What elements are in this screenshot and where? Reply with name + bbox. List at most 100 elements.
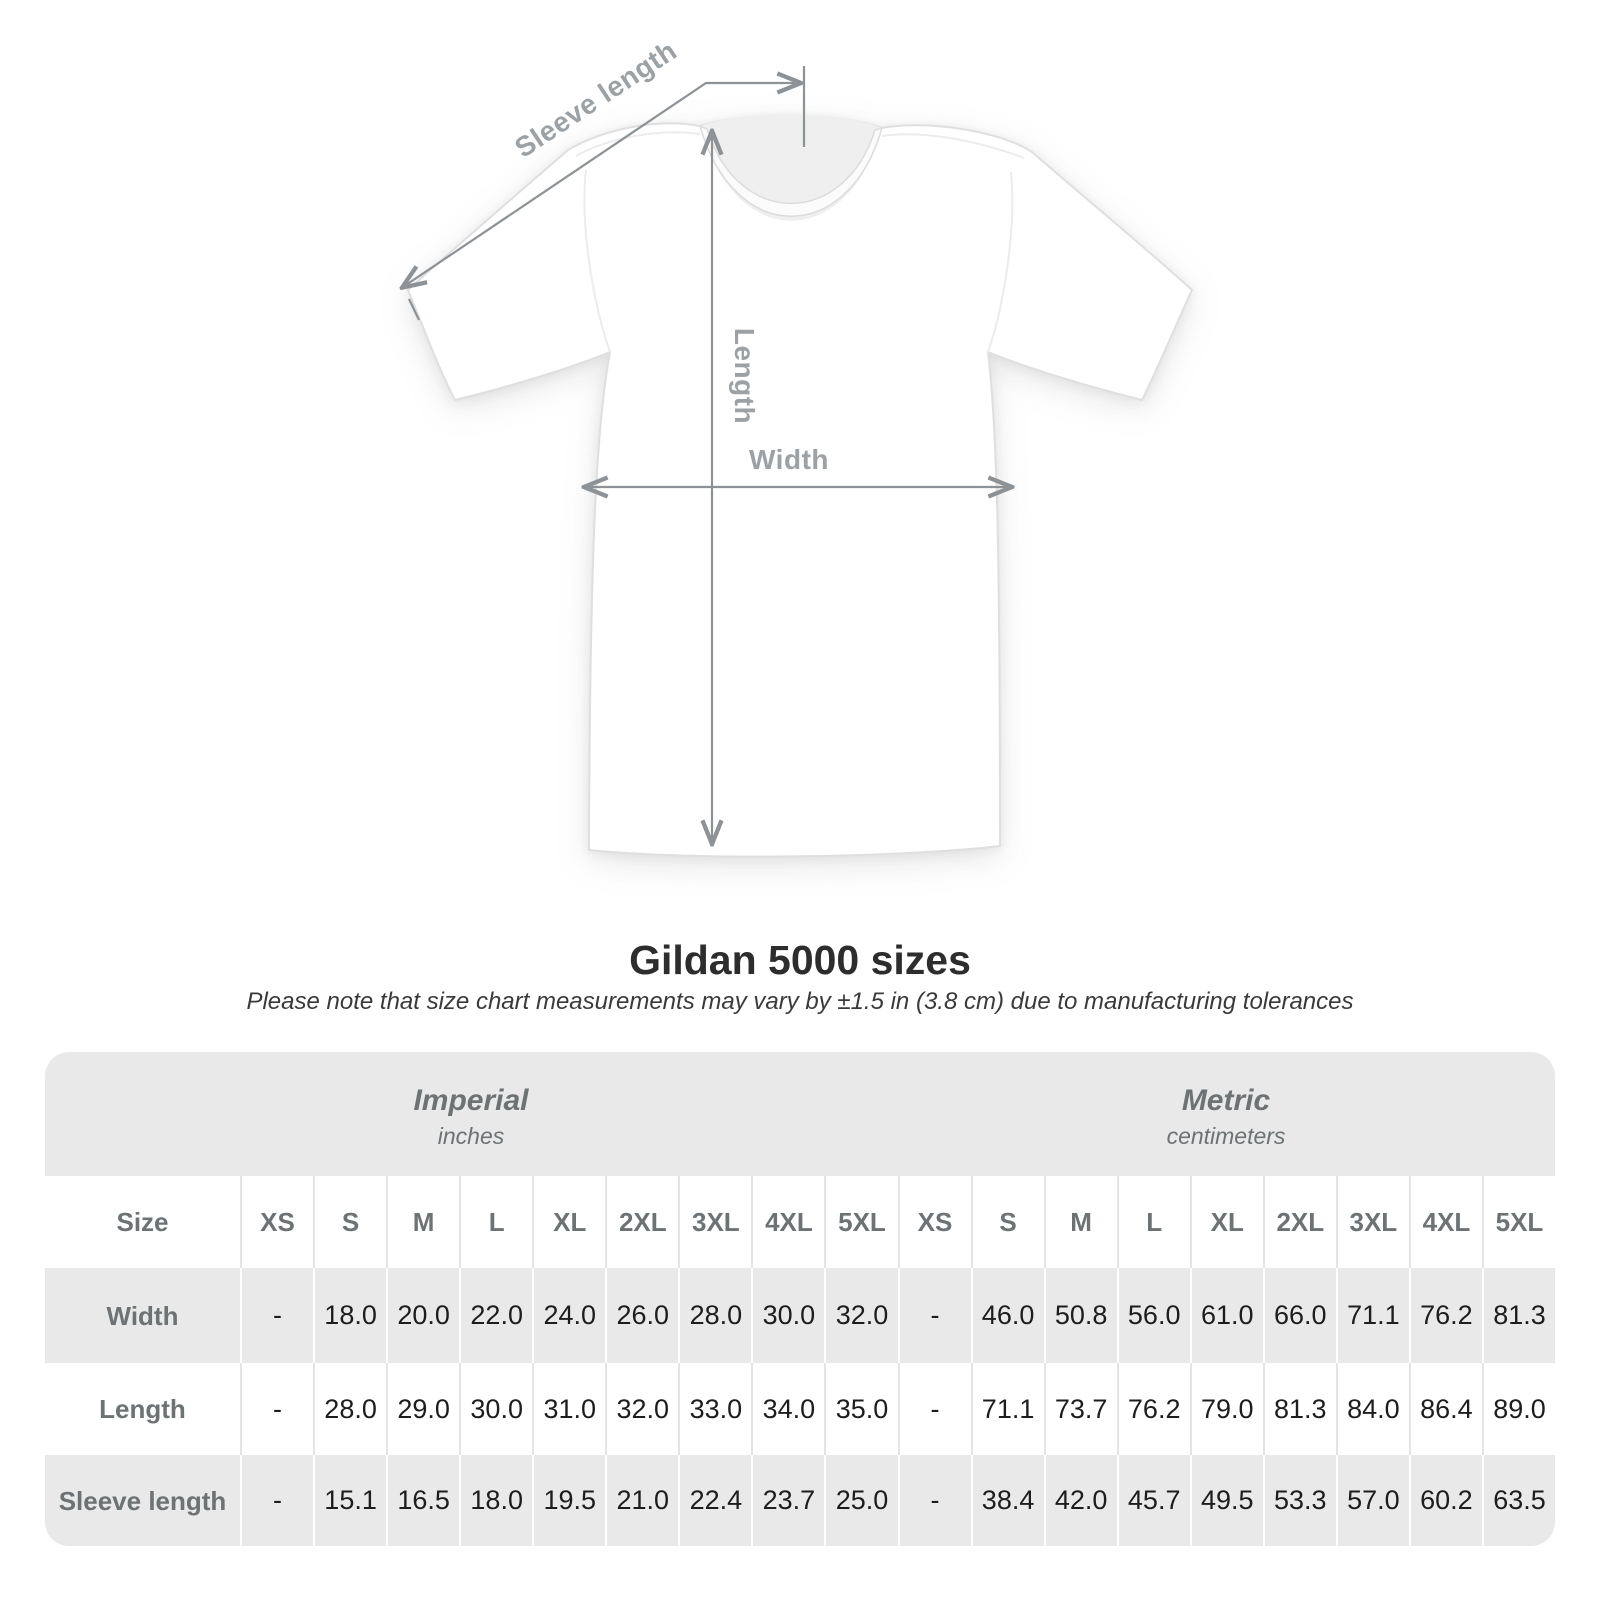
value-cell: 79.0 <box>1189 1363 1263 1455</box>
value-cell: 81.3 <box>1262 1363 1336 1455</box>
value-cell: 18.0 <box>459 1455 532 1546</box>
value-cell: 22.4 <box>678 1455 751 1546</box>
size-col-header: L <box>459 1176 532 1268</box>
value-cell: - <box>240 1455 313 1546</box>
metric-band: Metric centimeters <box>897 1052 1555 1176</box>
value-cell: 18.0 <box>313 1268 386 1363</box>
page-subtitle: Please note that size chart measurements… <box>246 988 1354 1015</box>
value-cell: 32.0 <box>605 1363 678 1455</box>
size-col-header: 2XL <box>1262 1176 1336 1268</box>
sleeve-length-arrow <box>403 83 800 287</box>
size-table: Imperial inches Metric centimeters Size … <box>45 1052 1555 1546</box>
tshirt-graphic <box>406 114 1194 858</box>
value-cell: - <box>897 1268 971 1363</box>
value-cell: - <box>897 1455 971 1546</box>
value-cell: 31.0 <box>532 1363 605 1455</box>
value-cell: 61.0 <box>1189 1268 1263 1363</box>
value-cell: 46.0 <box>970 1268 1044 1363</box>
size-col-header: 3XL <box>1335 1176 1409 1268</box>
size-col-header: S <box>970 1176 1044 1268</box>
value-cell: 20.0 <box>386 1268 459 1363</box>
value-cell: 42.0 <box>1043 1455 1117 1546</box>
value-cell: 15.1 <box>313 1455 386 1546</box>
size-col-header: 5XL <box>1481 1176 1555 1268</box>
size-column-header: Size <box>116 1207 169 1237</box>
size-col-header: XL <box>532 1176 605 1268</box>
right-shoulder-seam <box>881 133 1025 159</box>
measurement-arrows <box>403 66 1011 843</box>
size-col-header: 3XL <box>678 1176 751 1268</box>
value-cell: 28.0 <box>313 1363 386 1455</box>
value-cell: 45.7 <box>1116 1455 1190 1546</box>
value-cell: 63.5 <box>1481 1455 1555 1546</box>
value-cell: 28.0 <box>678 1268 751 1363</box>
value-cell: 32.0 <box>824 1268 897 1363</box>
value-cell: 29.0 <box>386 1363 459 1455</box>
value-cell: 57.0 <box>1335 1455 1409 1546</box>
size-col-header: XL <box>1189 1176 1263 1268</box>
value-cell: 56.0 <box>1116 1268 1190 1363</box>
imperial-subtitle: inches <box>437 1123 505 1150</box>
size-col-header: 4XL <box>751 1176 824 1268</box>
value-cell: 89.0 <box>1481 1363 1555 1455</box>
value-cell: 71.1 <box>1335 1268 1409 1363</box>
row-label: Sleeve length <box>58 1485 227 1516</box>
table-row-length: Length - 28.0 29.0 30.0 31.0 32.0 33.0 3… <box>45 1363 1555 1455</box>
imperial-title: Imperial <box>413 1084 529 1118</box>
value-cell: 71.1 <box>970 1363 1044 1455</box>
tshirt-measurement-diagram: Sleeve length Length Width <box>0 35 1194 858</box>
metric-title: Metric <box>1181 1084 1271 1118</box>
size-col-header: 4XL <box>1408 1176 1482 1268</box>
value-cell: 24.0 <box>532 1268 605 1363</box>
size-col-header: 5XL <box>824 1176 897 1268</box>
value-cell: 60.2 <box>1408 1455 1482 1546</box>
value-cell: 50.8 <box>1043 1268 1117 1363</box>
value-cell: 86.4 <box>1408 1363 1482 1455</box>
value-cell: 66.0 <box>1262 1268 1336 1363</box>
value-cell: 84.0 <box>1335 1363 1409 1455</box>
value-cell: 26.0 <box>605 1268 678 1363</box>
value-cell: 21.0 <box>605 1455 678 1546</box>
size-header-row: Size XS S M L XL 2XL 3XL 4XL 5XL XS S M … <box>45 1176 1555 1268</box>
value-cell: - <box>240 1268 313 1363</box>
length-label: Length <box>729 328 760 424</box>
metric-subtitle: centimeters <box>1166 1123 1286 1150</box>
value-cell: 30.0 <box>459 1363 532 1455</box>
value-cell: 22.0 <box>459 1268 532 1363</box>
value-cell: 35.0 <box>824 1363 897 1455</box>
unit-band: Imperial inches Metric centimeters <box>45 1052 1555 1176</box>
value-cell: 33.0 <box>678 1363 751 1455</box>
imperial-band: Imperial inches <box>45 1052 897 1176</box>
value-cell: 76.2 <box>1408 1268 1482 1363</box>
value-cell: 19.5 <box>532 1455 605 1546</box>
value-cell: 53.3 <box>1262 1455 1336 1546</box>
row-label: Width <box>106 1300 179 1331</box>
size-col-header: L <box>1116 1176 1190 1268</box>
value-cell: 16.5 <box>386 1455 459 1546</box>
size-col-header: XS <box>240 1176 313 1268</box>
page-title: Gildan 5000 sizes <box>629 937 971 983</box>
right-sleeve-seam <box>987 171 1014 353</box>
value-cell: - <box>897 1363 971 1455</box>
sleeve-arrow-extension <box>408 298 420 321</box>
size-col-header: M <box>386 1176 459 1268</box>
value-cell: 38.4 <box>970 1455 1044 1546</box>
table-row-width: Width - 18.0 20.0 22.0 24.0 26.0 28.0 30… <box>45 1268 1555 1363</box>
value-cell: 81.3 <box>1481 1268 1555 1363</box>
table-row-sleeve-length: Sleeve length - 15.1 16.5 18.0 19.5 21.0… <box>45 1455 1555 1546</box>
value-cell: 49.5 <box>1189 1455 1263 1546</box>
size-col-header: XS <box>897 1176 971 1268</box>
value-cell: - <box>240 1363 313 1455</box>
size-col-header: S <box>313 1176 386 1268</box>
size-col-header: 2XL <box>605 1176 678 1268</box>
value-cell: 30.0 <box>751 1268 824 1363</box>
value-cell: 23.7 <box>751 1455 824 1546</box>
value-cell: 76.2 <box>1116 1363 1190 1455</box>
size-col-header: M <box>1043 1176 1117 1268</box>
value-cell: 25.0 <box>824 1455 897 1546</box>
row-label: Length <box>99 1394 186 1424</box>
width-label: Width <box>749 444 829 475</box>
value-cell: 73.7 <box>1043 1363 1117 1455</box>
value-cell: 34.0 <box>751 1363 824 1455</box>
